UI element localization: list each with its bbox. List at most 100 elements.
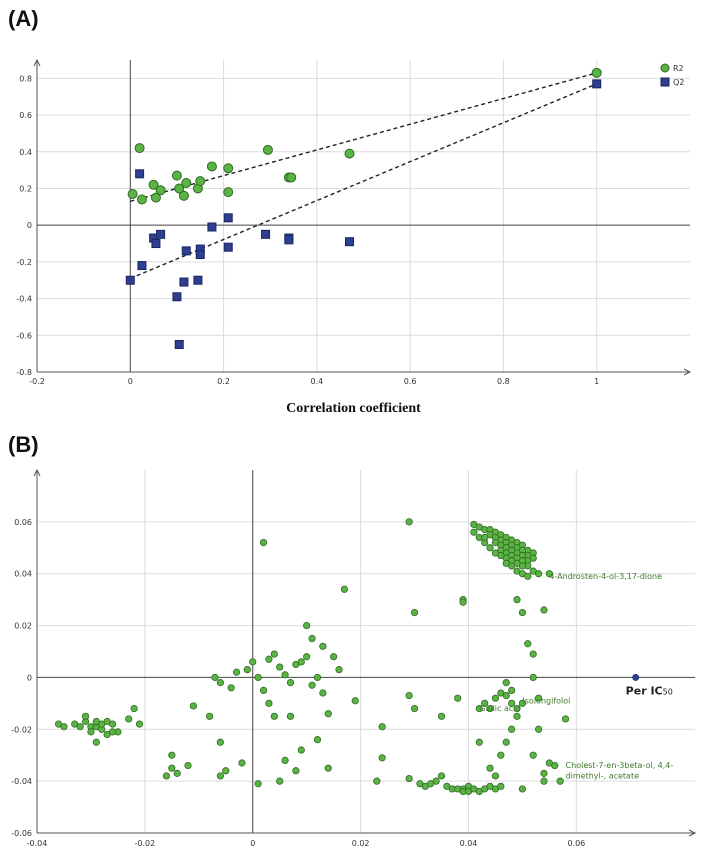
data-point-compound [502,738,510,746]
data-point-compound [513,712,521,720]
data-point-compound [540,769,548,777]
annotation-label: Gallic acid [479,704,520,713]
chart-a: -0.2 0 0.2 0.4 0.6 0.8 1 -0.8 -0.6 -0.4 -0.2 0 0.2 0.… [16,58,692,416]
y-tick-label: 0.06 [14,518,32,527]
data-point-compound [470,528,478,536]
data-point-compound [518,699,527,707]
x-axis-label: Correlation coefficient [286,401,421,416]
data-point-compound [297,746,305,754]
y-tick-label: 0.4 [19,148,32,157]
data-point-r2 [344,148,355,159]
data-point-q2 [137,261,147,271]
data-point-r2 [136,194,147,205]
data-point-compound [292,767,300,775]
data-point-q2 [195,250,205,260]
data-point-compound [545,570,553,578]
data-point-compound [351,697,359,705]
data-point-compound [162,772,171,780]
y-tick-label: 0.04 [14,570,32,579]
data-point-compound [243,666,251,674]
data-point-q2 [179,277,189,287]
data-point-compound [437,772,446,780]
data-point-compound [189,702,198,710]
data-point-q2 [181,246,191,256]
data-point-q2 [207,222,217,232]
data-point-r2 [195,176,206,187]
data-point-compound [497,751,505,759]
data-point-r2 [171,170,182,181]
data-point-compound [491,549,500,557]
x-tick-label: 0 [128,377,133,386]
data-point-compound [222,767,230,775]
data-point-q2 [223,242,233,252]
data-point-compound [238,759,246,767]
x-tick-label: 0 [250,839,255,848]
data-point-compound [518,785,527,793]
data-point-compound [508,699,516,707]
data-point-r2 [127,188,138,199]
y-tick-label: -0.2 [16,258,32,267]
legend-label-q2: Q2 [673,78,684,87]
data-point-compound [205,712,214,720]
x-tick-label: -0.04 [27,839,48,848]
data-point-r2 [262,144,273,155]
data-point-q2 [174,339,184,349]
data-point-compound [508,686,516,694]
data-point-q2 [125,275,135,285]
data-point-compound [270,650,278,658]
data-point-q2 [592,79,602,89]
data-point-compound [410,704,419,713]
data-point-compound [524,572,532,580]
data-point-compound [513,704,521,713]
data-point-compound [303,621,311,630]
data-point-r2 [286,172,297,183]
data-point-compound [286,679,295,687]
data-point-compound [216,772,224,780]
data-point-compound [486,704,494,713]
data-point-compound [216,679,224,687]
data-point-compound [254,673,262,682]
y-tick-label: -0.04 [11,777,32,786]
data-point-compound [534,725,543,733]
data-point-compound [259,538,268,547]
data-point-compound [340,585,349,593]
data-point-compound [249,658,257,666]
data-point-compound [561,715,570,723]
annotation-label: dimethyl-, acetate [566,772,640,781]
data-point-q2 [172,292,182,302]
data-point-q2 [135,169,145,179]
data-point-compound [324,710,332,718]
data-point-r2 [174,183,185,194]
per-ic50-label: Per IC50 [626,684,673,697]
data-point-compound [108,728,117,736]
data-point-q2 [193,275,203,285]
data-point-compound [281,756,289,765]
data-point-compound [319,642,327,650]
data-point-compound [508,725,516,733]
y-tick-label: -0.4 [16,295,32,304]
data-point-r2 [155,185,166,196]
data-point-compound [486,544,494,552]
data-point-compound [556,777,564,785]
data-point-q2 [284,235,294,245]
data-point-compound [491,772,500,780]
data-point-compound [211,673,219,682]
data-point-compound [518,562,527,570]
regression-line-r2 [130,72,597,202]
x-axis-arrow [688,829,697,837]
data-point-compound [540,606,548,614]
data-point-compound [308,634,316,643]
data-point-compound [486,764,494,772]
data-point-compound [130,704,138,713]
data-point-compound [534,694,543,702]
data-point-compound [232,668,241,676]
regression-line-q2 [130,83,597,280]
data-point-r2 [150,192,161,203]
y-tick-label: 0.2 [19,184,32,193]
data-point-compound [286,712,295,720]
data-point-compound [216,738,224,746]
data-point-q2 [261,229,271,239]
data-point-compound [405,774,413,783]
y-tick-label: -0.06 [11,829,32,838]
data-point-compound [475,738,483,746]
